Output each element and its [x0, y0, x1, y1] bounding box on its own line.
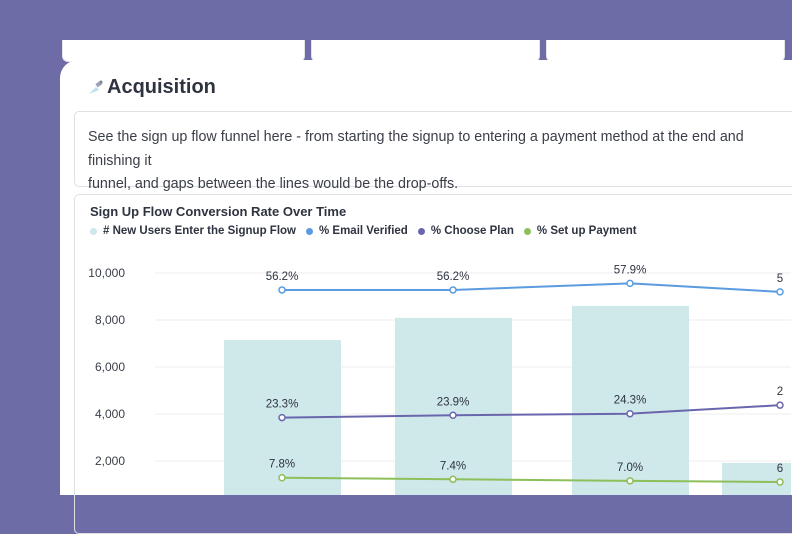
data-label: 2: [777, 386, 783, 398]
satellite-icon: [89, 80, 103, 94]
data-point: [776, 288, 784, 296]
chart-card: Sign Up Flow Conversion Rate Over Time #…: [74, 194, 792, 534]
data-label: 24.3%: [614, 395, 647, 407]
data-label: 56.2%: [266, 271, 299, 283]
data-label: 56.2%: [437, 271, 470, 283]
data-label: 7.4%: [440, 460, 466, 472]
data-label: 5: [777, 273, 783, 285]
top-card-3: [546, 40, 785, 62]
data-label: 7.0%: [617, 462, 643, 474]
data-point: [626, 279, 634, 288]
y-tick-label: 2,000: [95, 454, 125, 468]
data-label: 23.9%: [437, 396, 470, 408]
chart-title: Sign Up Flow Conversion Rate Over Time: [90, 204, 347, 219]
data-point: [278, 473, 286, 482]
section-title: Acquisition: [107, 76, 216, 98]
legend-item-email-verified[interactable]: % Email Verified: [305, 225, 408, 237]
dashboard-panel: Acquisition See the sign up flow funnel …: [60, 60, 792, 534]
y-tick-label: 4,000: [95, 407, 125, 421]
data-point: [278, 286, 286, 294]
legend-label: % Choose Plan: [430, 225, 514, 237]
legend-label: % Email Verified: [318, 225, 408, 237]
section-header: Acquisition: [87, 76, 216, 99]
data-point: [449, 475, 457, 484]
legend-item-payment[interactable]: % Set up Payment: [523, 225, 637, 237]
data-label: 7.8%: [269, 459, 295, 471]
legend-item-new-users[interactable]: # New Users Enter the Signup Flow: [90, 225, 296, 237]
data-point: [278, 413, 286, 422]
series-line: [281, 476, 781, 484]
description-line-1: See the sign up flow funnel here - from …: [88, 129, 744, 169]
data-point: [449, 286, 457, 294]
series-line: [281, 404, 781, 419]
data-point: [776, 478, 784, 486]
y-tick-label: 8,000: [95, 313, 125, 327]
top-card-1: [62, 40, 305, 62]
y-tick-label: 10,000: [88, 266, 125, 280]
data-point: [776, 401, 784, 409]
data-label: 57.9%: [614, 264, 647, 276]
bar: [395, 317, 512, 495]
chart-plot: 2,000 4,000 6,000 8,000 10,000 56.2% 56.2% 57.9…: [88, 264, 791, 495]
legend-dot: [90, 227, 97, 235]
legend-dot: [417, 227, 425, 235]
legend-dot: [523, 227, 531, 235]
y-tick-label: 6,000: [95, 360, 125, 374]
description-box: See the sign up flow funnel here - from …: [74, 111, 792, 192]
top-card-2: [311, 40, 540, 62]
data-point: [626, 409, 634, 418]
legend-label: % Set up Payment: [536, 225, 637, 237]
data-point: [626, 477, 634, 485]
series-line: [282, 282, 781, 293]
bar: [572, 305, 689, 495]
data-label: 6: [777, 463, 783, 475]
data-point: [449, 411, 457, 420]
data-label: 23.3%: [266, 399, 299, 411]
legend-dot: [305, 227, 313, 235]
legend-label: # New Users Enter the Signup Flow: [103, 225, 296, 237]
legend-item-choose-plan[interactable]: % Choose Plan: [417, 225, 514, 237]
description-line-2: funnel, and gaps between the lines would…: [88, 176, 459, 192]
chart-legend: # New Users Enter the Signup Flow % Emai…: [90, 225, 647, 237]
